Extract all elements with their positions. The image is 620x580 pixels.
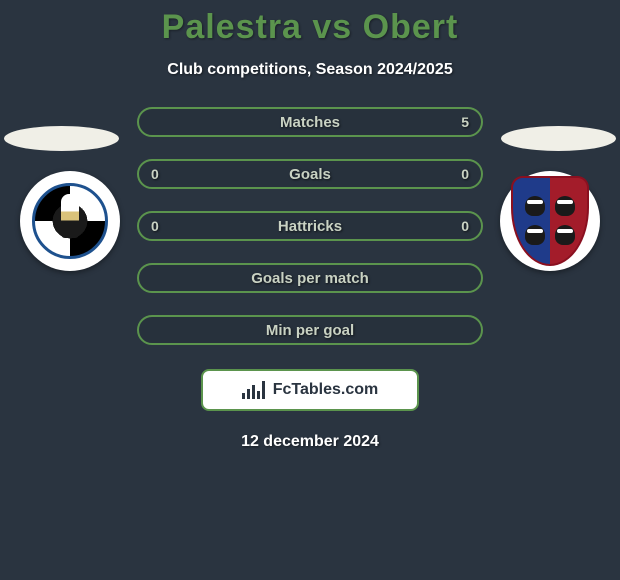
atalanta-icon (32, 183, 108, 259)
branding-text: FcTables.com (273, 381, 379, 399)
bars-icon (242, 381, 265, 399)
generated-date: 12 december 2024 (0, 433, 620, 451)
stat-row-goals: 0 Goals 0 (137, 159, 483, 189)
player-pill-left (4, 126, 119, 151)
bar (252, 385, 255, 399)
team-crest-right (500, 171, 600, 271)
bar (262, 381, 265, 399)
bar (247, 389, 250, 399)
stat-label: Hattricks (139, 213, 481, 239)
moor-icon (555, 196, 575, 216)
stat-value-right: 5 (461, 109, 469, 135)
stat-label: Min per goal (139, 317, 481, 343)
subtitle: Club competitions, Season 2024/2025 (0, 61, 620, 79)
cagliari-icon (511, 176, 589, 266)
bar (242, 393, 245, 399)
moor-icon (555, 225, 575, 245)
stat-value-right: 0 (461, 213, 469, 239)
player-pill-right (501, 126, 616, 151)
stat-row-min-per-goal: Min per goal (137, 315, 483, 345)
moor-icon (525, 225, 545, 245)
team-crest-left (20, 171, 120, 271)
stat-label: Goals (139, 161, 481, 187)
stats-rows: Matches 5 0 Goals 0 0 Hattricks 0 Goals … (137, 107, 483, 345)
page-title: Palestra vs Obert (0, 0, 620, 47)
stat-label: Goals per match (139, 265, 481, 291)
stat-label: Matches (139, 109, 481, 135)
moor-icon (525, 196, 545, 216)
branding-box: FcTables.com (201, 369, 419, 411)
stat-value-right: 0 (461, 161, 469, 187)
bar (257, 391, 260, 399)
stat-row-matches: Matches 5 (137, 107, 483, 137)
stat-row-hattricks: 0 Hattricks 0 (137, 211, 483, 241)
stat-row-goals-per-match: Goals per match (137, 263, 483, 293)
